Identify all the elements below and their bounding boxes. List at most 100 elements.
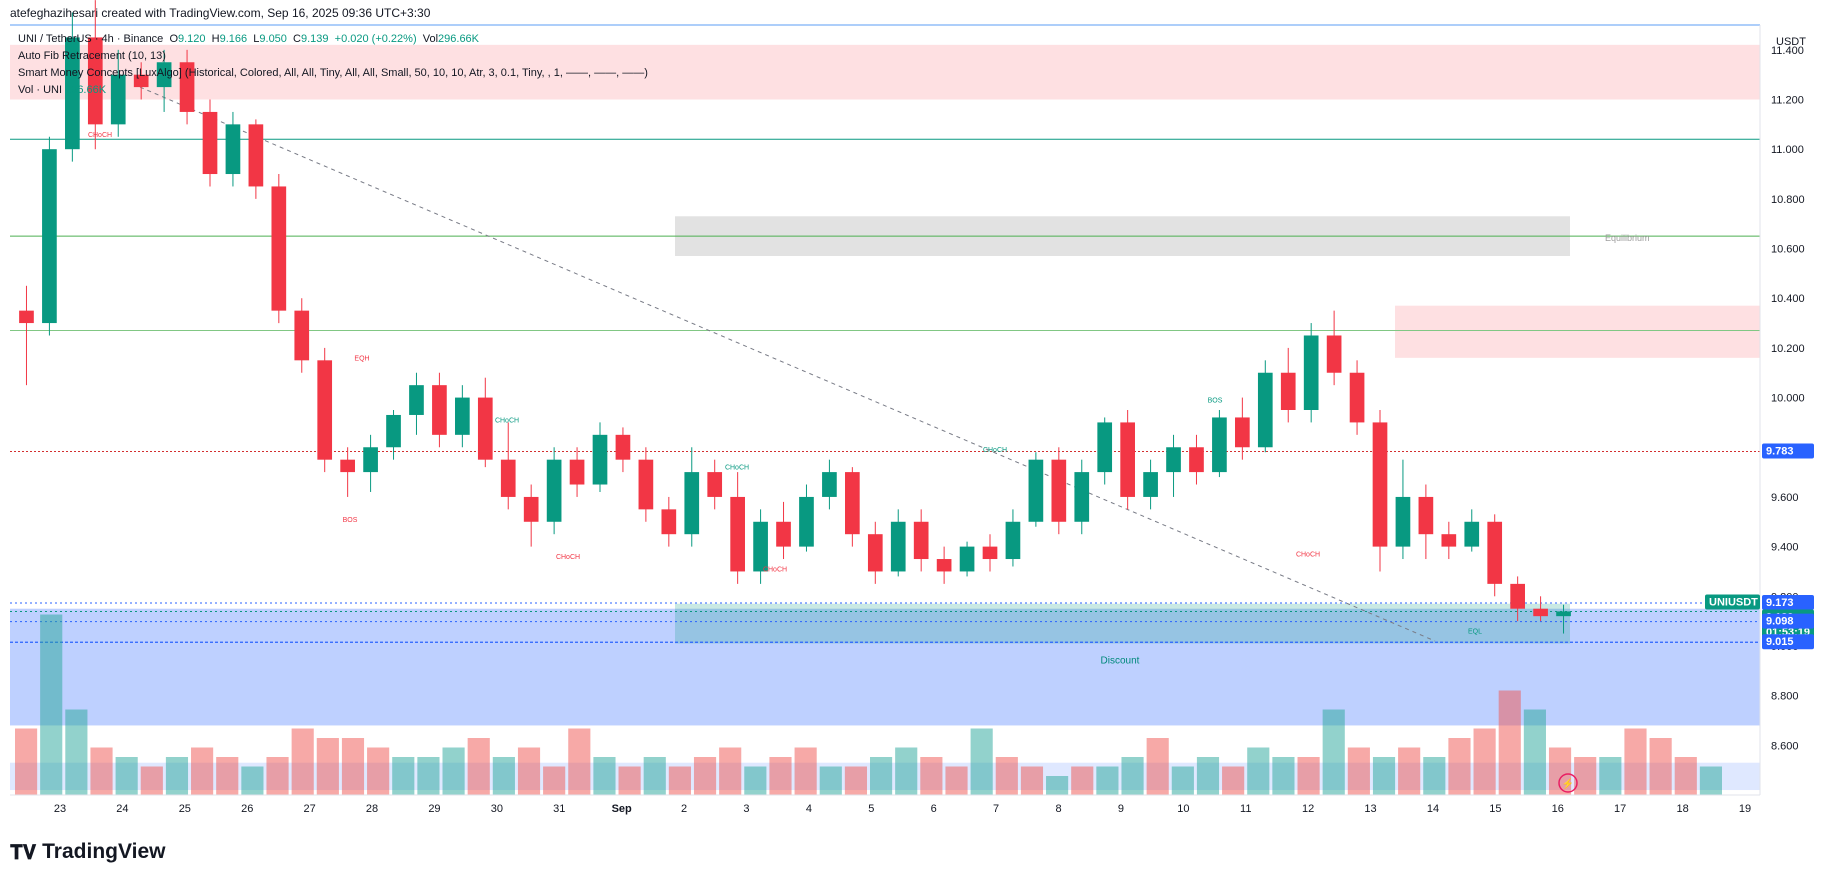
- volume-bar: [870, 757, 893, 795]
- candle-body: [1074, 472, 1090, 522]
- volume-bar: [1423, 757, 1446, 795]
- demand-zone: [675, 603, 1570, 644]
- candle-body: [133, 74, 149, 88]
- volume-bar: [794, 747, 817, 795]
- candle-body: [1326, 335, 1342, 373]
- candle-body: [661, 509, 677, 535]
- candle-body: [799, 496, 814, 547]
- structure-label: CHoCH: [763, 566, 787, 573]
- candle-body: [684, 472, 700, 535]
- candle-body: [363, 447, 378, 473]
- volume-bar: [1674, 757, 1697, 795]
- candle-body: [432, 385, 447, 435]
- structure-label: CHoCH: [556, 554, 580, 561]
- candle-body: [776, 521, 791, 547]
- volume-bar: [165, 757, 189, 795]
- symbol-name: UNI / TetherUS · 4h · Binance: [18, 33, 164, 45]
- volume-bar: [1222, 766, 1245, 795]
- indicator-smc[interactable]: Smart Money Concepts [LuxAlgo] (Historic…: [18, 67, 648, 79]
- currency-label[interactable]: USDT: [1776, 36, 1806, 48]
- volume-bar: [1071, 766, 1094, 795]
- x-tick-label: 15: [1489, 803, 1501, 815]
- price-tag-label: 9.783: [1766, 445, 1794, 457]
- y-tick-label: 10.200: [1771, 343, 1805, 355]
- open-value: 9.120: [178, 33, 206, 45]
- price-tag-label: 9.098: [1766, 616, 1794, 628]
- candle-body: [19, 310, 34, 324]
- x-tick-label: 4: [806, 803, 812, 815]
- x-tick-label: Sep: [612, 803, 632, 815]
- volume-bar: [643, 757, 666, 795]
- candle-body: [1257, 372, 1273, 448]
- y-tick-label: 10.600: [1771, 244, 1805, 256]
- price-tag-bg: [1762, 613, 1814, 629]
- candle-body: [845, 472, 860, 535]
- x-tick-label: 13: [1364, 803, 1376, 815]
- candle-body: [730, 496, 745, 572]
- volume-bar: [367, 747, 390, 795]
- structure-label: EQH: [354, 355, 369, 362]
- volume-bar: [1624, 728, 1647, 795]
- y-tick-label: 11.200: [1771, 95, 1804, 107]
- supply-zone: [1395, 305, 1760, 358]
- volume-bar: [65, 709, 88, 795]
- candle-body: [1280, 372, 1296, 410]
- x-tick-label: 30: [491, 803, 503, 815]
- structure-label: CHoCH: [725, 465, 749, 472]
- volume-bar: [593, 757, 616, 795]
- candle-body: [1556, 611, 1571, 617]
- candle-body: [1395, 496, 1411, 547]
- structure-label: CHoCH: [1296, 552, 1320, 559]
- volume-bar: [442, 747, 465, 795]
- candle-body: [156, 62, 172, 88]
- candle-body: [569, 459, 585, 485]
- volume-bar: [1247, 747, 1270, 795]
- candle-body: [867, 534, 883, 572]
- indicator-volume[interactable]: Vol · UNI 296.66K: [18, 84, 107, 96]
- lightning-icon-glyph: ⚡: [1562, 777, 1574, 790]
- candle-body: [477, 397, 493, 460]
- y-tick-label: 10.400: [1771, 293, 1805, 305]
- candle-body: [409, 385, 424, 415]
- volume-bar: [1398, 747, 1421, 795]
- volume-bar: [995, 757, 1018, 795]
- volume-bar: [266, 757, 289, 795]
- x-tick-label: 29: [428, 803, 440, 815]
- close-value: 9.139: [301, 33, 329, 45]
- volume-bar: [40, 614, 63, 795]
- y-tick-label: 11.400: [1771, 45, 1804, 57]
- volume-bar: [316, 738, 339, 795]
- tradingview-logo-text: TradingView: [42, 840, 166, 863]
- candle-body: [1097, 422, 1113, 473]
- volume-bar: [1046, 776, 1069, 795]
- x-tick-label: 16: [1552, 803, 1564, 815]
- price-tag-label: 9.015: [1766, 636, 1794, 648]
- volume-bar: [517, 747, 541, 795]
- volume-bar: [1196, 757, 1220, 795]
- volume-bar: [1121, 757, 1144, 795]
- price-tag-bg: [1762, 594, 1814, 610]
- y-tick-label: 9.400: [1771, 542, 1799, 554]
- volume-bar: [492, 757, 515, 795]
- volume-bar: [1372, 757, 1396, 795]
- candle-body: [546, 459, 562, 522]
- volume-bar: [1096, 766, 1119, 795]
- volume-bar: [970, 728, 993, 795]
- volume-value: 296.66K: [438, 33, 480, 45]
- volume-bar: [543, 766, 566, 795]
- candle-body: [202, 111, 218, 175]
- x-tick-label: 7: [993, 803, 999, 815]
- volume-bar: [1548, 747, 1572, 795]
- volume-bar: [241, 766, 264, 795]
- candle-body: [615, 434, 631, 460]
- volume-bar: [693, 757, 717, 795]
- candle-body: [1051, 459, 1067, 522]
- price-tag-label: UNIUSDT: [1709, 596, 1758, 608]
- candle-body: [592, 434, 608, 485]
- indicator-fib[interactable]: Auto Fib Retracement (10, 13): [18, 50, 166, 62]
- volume-bar: [618, 766, 641, 795]
- volume-bar: [1523, 709, 1546, 795]
- x-tick-label: 14: [1427, 803, 1439, 815]
- candle-body: [386, 414, 401, 448]
